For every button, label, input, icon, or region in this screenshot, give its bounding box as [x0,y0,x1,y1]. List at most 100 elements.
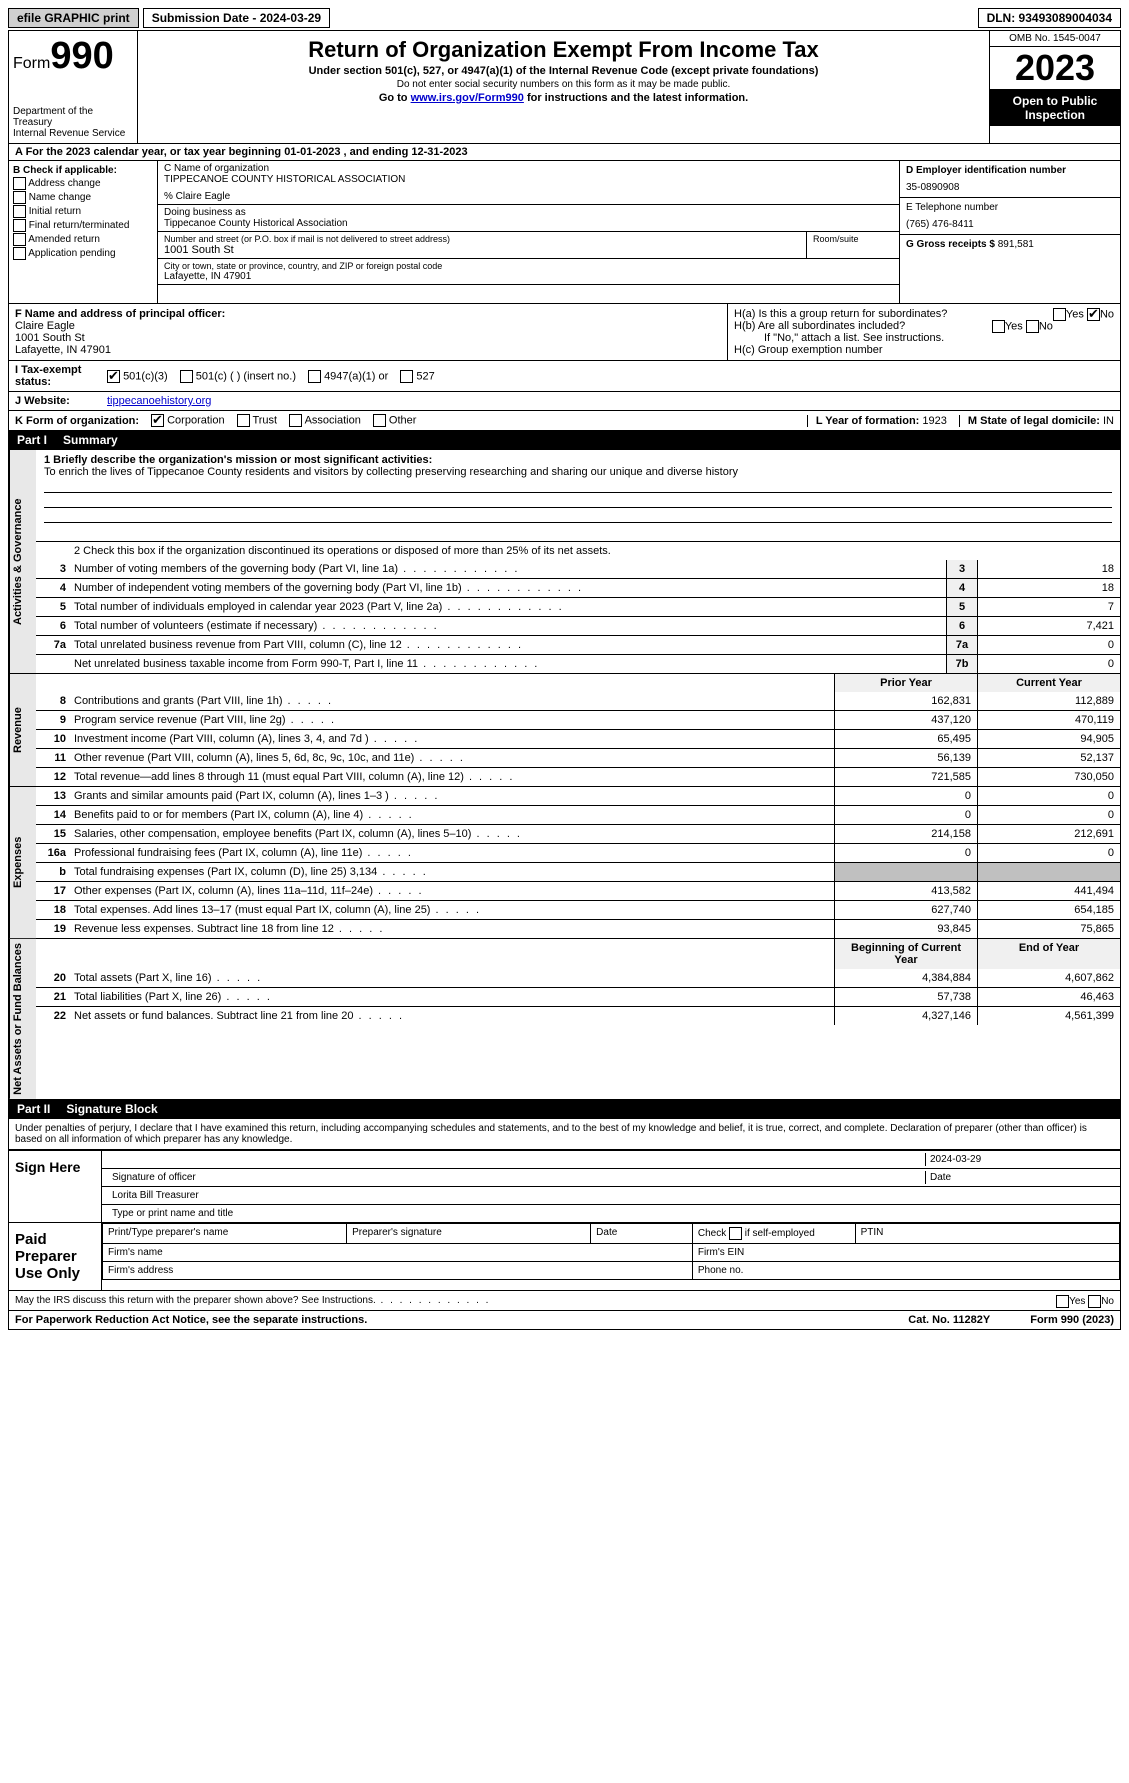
hb-no[interactable] [1026,320,1039,333]
care-of: % Claire Eagle [164,191,893,202]
row-k: K Form of organization: Corporation Trus… [9,411,1120,430]
perjury-text: Under penalties of perjury, I declare th… [9,1119,1120,1150]
org-name: TIPPECANOE COUNTY HISTORICAL ASSOCIATION [164,174,893,185]
dba-cell: Doing business as Tippecanoe County Hist… [158,205,899,232]
chk-selfemp[interactable] [729,1227,742,1240]
form-number: Form990 [13,35,133,78]
state-domicile: M State of legal domicile: IN [959,415,1114,427]
box-f: F Name and address of principal officer:… [9,304,728,360]
expenses-vlabel: Expenses [9,787,36,938]
gross-value: 891,581 [998,239,1034,250]
street-row: Number and street (or P.O. box if mail i… [158,232,899,259]
form-num: 990 [50,35,113,77]
omb-number: OMB No. 1545-0047 [990,31,1120,47]
ptin-hdr: PTIN [855,1223,1119,1243]
netassets-content: Beginning of Current Year End of Year 20… [36,939,1120,1099]
sig-date-label: Date [925,1171,1114,1184]
ein-label: D Employer identification number [906,165,1114,176]
part2-title: Signature Block [66,1102,157,1116]
city-value: Lafayette, IN 47901 [164,271,893,282]
footer-mid: Cat. No. 11282Y [908,1314,990,1326]
goto-post: for instructions and the latest informat… [524,92,748,104]
officer-city: Lafayette, IN 47901 [15,344,721,356]
hb-yes[interactable] [992,320,1005,333]
discuss-no[interactable] [1088,1295,1101,1308]
efile-button[interactable]: efile GRAPHIC print [8,8,139,28]
data-line: 11Other revenue (Part VIII, column (A), … [36,748,1120,767]
chk-assoc[interactable] [289,414,302,427]
sign-fields: 2024-03-29 Signature of officer Date Lor… [102,1151,1120,1222]
chk-501c3[interactable] [107,370,120,383]
submission-date: Submission Date - 2024-03-29 [143,8,330,28]
prep-date-hdr: Date [591,1223,693,1243]
dba-label: Doing business as [164,207,893,218]
phone-label: E Telephone number [906,202,1114,213]
revenue-header: Prior Year Current Year [36,674,1120,692]
chk-other[interactable] [373,414,386,427]
hb-label: H(b) Are all subordinates included? [734,320,905,332]
chk-527[interactable] [400,370,413,383]
part2-name: Part II [17,1102,50,1116]
gov-line: Net unrelated business taxable income fr… [36,654,1120,673]
data-line: 13Grants and similar amounts paid (Part … [36,787,1120,805]
header-left: Form990 Department of the Treasury Inter… [9,31,138,143]
street-cell: Number and street (or P.O. box if mail i… [158,232,807,258]
ha-yes[interactable] [1053,308,1066,321]
data-line: 16aProfessional fundraising fees (Part I… [36,843,1120,862]
chk-4947[interactable] [308,370,321,383]
expenses-section: Expenses 13Grants and similar amounts pa… [9,787,1120,939]
signature-section: Under penalties of perjury, I declare th… [9,1119,1120,1310]
section-f-h: F Name and address of principal officer:… [9,304,1120,361]
footer-left: For Paperwork Reduction Act Notice, see … [15,1314,367,1326]
chk-amended[interactable]: Amended return [13,233,153,246]
firm-name-label: Firm's name [103,1243,693,1261]
gross-cell: G Gross receipts $ 891,581 [900,235,1120,254]
box-h: H(a) Is this a group return for subordin… [728,304,1120,360]
website-label: J Website: [15,395,95,407]
chk-trust[interactable] [237,414,250,427]
tax-year: 2023 [990,47,1120,90]
data-line: 22Net assets or fund balances. Subtract … [36,1006,1120,1025]
data-line: 20Total assets (Part X, line 16)4,384,88… [36,969,1120,987]
data-line: 18Total expenses. Add lines 13–17 (must … [36,900,1120,919]
row-j: J Website: tippecanoehistory.org [9,392,1120,411]
sig-date-line: 2024-03-29 [102,1151,1120,1169]
chk-pending[interactable]: Application pending [13,247,153,260]
box-c: C Name of organization TIPPECANOE COUNTY… [158,161,899,303]
website-link[interactable]: tippecanoehistory.org [107,395,211,407]
governance-vlabel: Activities & Governance [9,450,36,673]
current-year-hdr: Current Year [977,674,1120,692]
line-2: 2 Check this box if the organization dis… [36,541,1120,560]
data-line: 10Investment income (Part VIII, column (… [36,729,1120,748]
data-line: bTotal fundraising expenses (Part IX, co… [36,862,1120,881]
officer-label: F Name and address of principal officer: [15,308,721,320]
ha-no[interactable] [1087,308,1100,321]
chk-501c[interactable] [180,370,193,383]
row-a-period: A For the 2023 calendar year, or tax yea… [9,144,1120,161]
footer: For Paperwork Reduction Act Notice, see … [9,1310,1120,1329]
hb-note: If "No," attach a list. See instructions… [734,332,1114,344]
data-line: 15Salaries, other compensation, employee… [36,824,1120,843]
org-name-cell: C Name of organization TIPPECANOE COUNTY… [158,161,899,205]
chk-corp[interactable] [151,414,164,427]
box-b: B Check if applicable: Address change Na… [9,161,158,303]
netassets-header: Beginning of Current Year End of Year [36,939,1120,969]
phone-value: (765) 476-8411 [906,219,1114,230]
sig-officer-label: Signature of officer [108,1171,925,1184]
chk-final[interactable]: Final return/terminated [13,219,153,232]
gov-line: 5Total number of individuals employed in… [36,597,1120,616]
chk-namechange[interactable]: Name change [13,191,153,204]
discuss-yes[interactable] [1056,1295,1069,1308]
phone-cell: E Telephone number (765) 476-8411 [900,198,1120,235]
form-subtitle: Under section 501(c), 527, or 4947(a)(1)… [146,65,981,77]
top-toolbar: efile GRAPHIC print Submission Date - 20… [8,8,1121,28]
part1-name: Part I [17,433,47,447]
street-value: 1001 South St [164,244,800,256]
chk-address[interactable]: Address change [13,177,153,190]
officer-street: 1001 South St [15,332,721,344]
chk-initial[interactable]: Initial return [13,205,153,218]
gross-label: G Gross receipts $ [906,239,995,250]
discuss-row: May the IRS discuss this return with the… [9,1290,1120,1310]
irs-link[interactable]: www.irs.gov/Form990 [411,92,524,104]
row-k-label: K Form of organization: [15,415,139,427]
